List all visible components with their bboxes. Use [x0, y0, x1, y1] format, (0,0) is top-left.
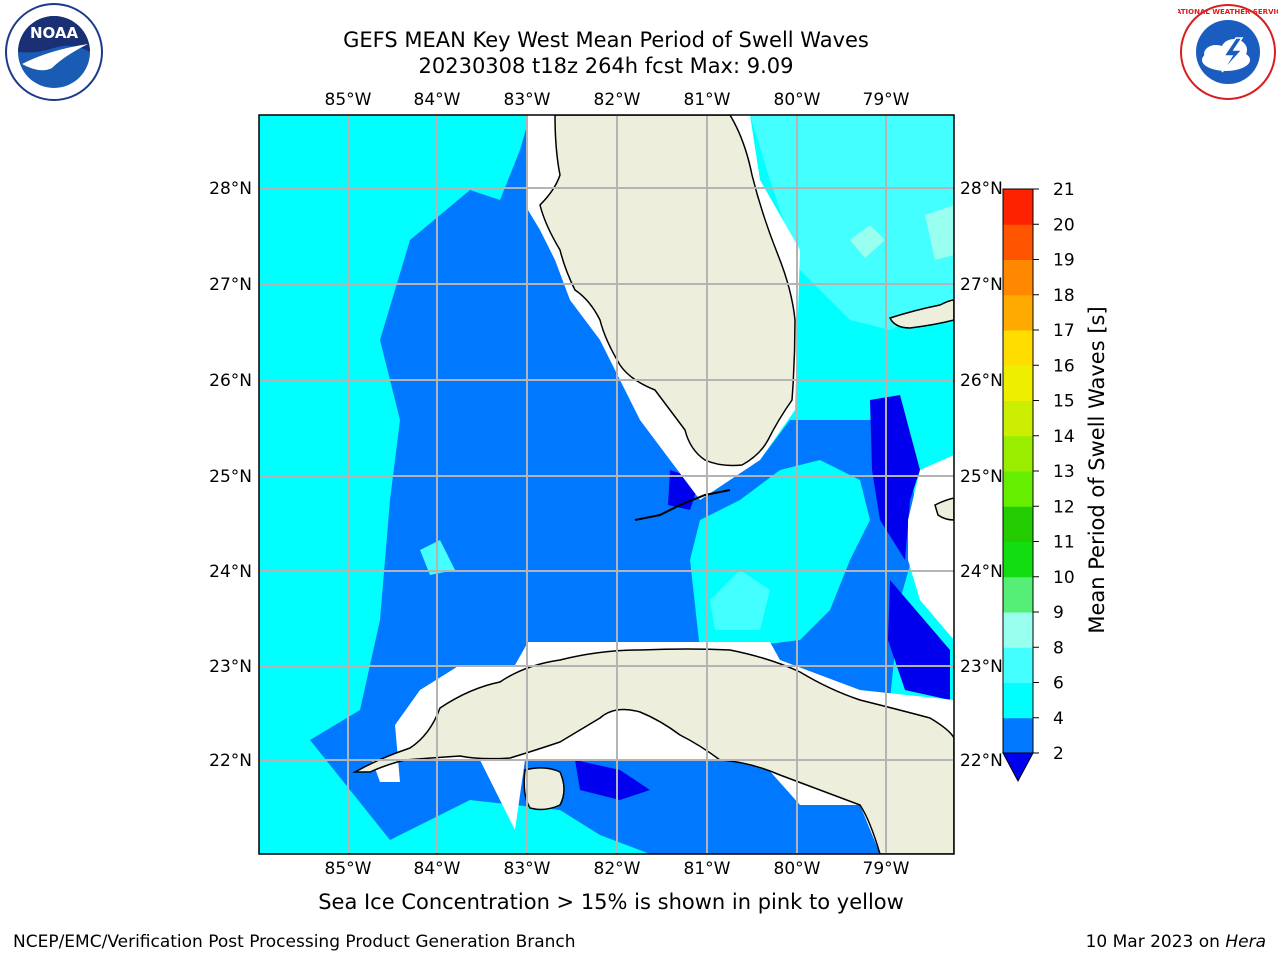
- footer-machine: Hera: [1225, 932, 1266, 952]
- colorbar-swatch: [1003, 189, 1033, 225]
- lat-tick-label: 26°N: [960, 371, 1003, 391]
- swell-region-8-9s: [925, 205, 954, 260]
- lat-tick-label: 28°N: [209, 179, 252, 199]
- colorbar-swatch: [1003, 541, 1033, 578]
- lon-tick-label: 83°W: [504, 90, 551, 110]
- colorbar-tick-label: 4: [1053, 709, 1064, 729]
- lat-tick-label: 25°N: [960, 467, 1003, 487]
- lat-tick-label: 24°N: [209, 562, 252, 582]
- lat-tick-label: 27°N: [209, 275, 252, 295]
- colorbar-tick-label: 21: [1053, 180, 1075, 200]
- colorbar-swatch: [1003, 471, 1033, 507]
- colorbar-tick-label: 20: [1053, 215, 1075, 235]
- colorbar-tick-label: 19: [1053, 251, 1075, 271]
- lat-tick-label: 23°N: [960, 657, 1003, 677]
- florida-landmass: [539, 115, 796, 467]
- lon-tick-label: 81°W: [684, 90, 731, 110]
- colorbar-tick-label: 10: [1053, 568, 1075, 588]
- lat-ticks-left: 28°N 27°N 26°N 25°N 24°N 23°N 22°N: [209, 179, 252, 771]
- lon-tick-label: 79°W: [863, 859, 910, 879]
- lat-tick-label: 22°N: [209, 751, 252, 771]
- colorbar-tick-label: 16: [1053, 356, 1075, 376]
- footer-credit: NCEP/EMC/Verification Post Processing Pr…: [13, 932, 576, 952]
- lon-tick-label: 82°W: [594, 859, 641, 879]
- lat-tick-label: 26°N: [209, 371, 252, 391]
- colorbar-swatch: [1003, 682, 1033, 719]
- lat-tick-label: 25°N: [209, 467, 252, 487]
- lat-tick-label: 22°N: [960, 751, 1003, 771]
- graticule-grid: [259, 115, 954, 854]
- lat-ticks-right: 28°N 27°N 26°N 25°N 24°N 23°N 22°N: [960, 179, 1003, 771]
- swell-region-6-8s: [710, 570, 770, 630]
- lon-tick-label: 84°W: [414, 90, 461, 110]
- colorbar-swatch: [1003, 576, 1033, 613]
- lon-tick-label: 85°W: [325, 859, 372, 879]
- lon-tick-label: 79°W: [863, 90, 910, 110]
- colorbar-swatch: [1003, 506, 1033, 542]
- swell-region-below-2s: [870, 395, 920, 560]
- swell-region-below-2s: [888, 580, 950, 700]
- lat-tick-label: 24°N: [960, 562, 1003, 582]
- colorbar-tick-label: 8: [1053, 638, 1064, 658]
- isle-of-youth-landmass: [523, 767, 565, 811]
- colorbar-tick-label: 9: [1053, 603, 1064, 623]
- lon-tick-label: 84°W: [414, 859, 461, 879]
- colorbar-under-arrow: [1002, 752, 1034, 783]
- colorbar-swatch: [1003, 365, 1033, 401]
- swell-region-below-2s: [575, 760, 650, 800]
- colorbar-tick-label: 14: [1053, 427, 1075, 447]
- colorbar-swatch: [1003, 647, 1033, 683]
- noaa-logo-text: NOAA: [30, 24, 79, 42]
- colorbar-swatch: [1003, 400, 1033, 437]
- swell-region-6-8s: [750, 115, 954, 330]
- colorbar-tick-label: 15: [1053, 392, 1075, 412]
- lon-tick-label: 80°W: [774, 90, 821, 110]
- colorbar-swatch: [1003, 612, 1033, 648]
- lat-tick-label: 23°N: [209, 657, 252, 677]
- swell-region-8-9s: [850, 225, 885, 258]
- colorbar-swatch: [1003, 717, 1033, 754]
- lon-tick-label: 85°W: [325, 90, 372, 110]
- lat-tick-label: 28°N: [960, 179, 1003, 199]
- colorbar-swatch: [1003, 224, 1033, 260]
- noaa-logo-icon: NOAA: [5, 3, 103, 101]
- nws-logo-icon: NATIONAL WEATHER SERVICE: [1178, 4, 1278, 100]
- map-frame: [258, 114, 955, 855]
- nws-logo-text: NATIONAL WEATHER SERVICE: [1178, 8, 1278, 16]
- colorbar-tick-label: 18: [1053, 286, 1075, 306]
- lon-ticks-bottom: 85°W 84°W 83°W 82°W 81°W 80°W 79°W: [325, 859, 910, 879]
- chart-title: GEFS MEAN Key West Mean Period of Swell …: [343, 28, 869, 52]
- lat-tick-label: 27°N: [960, 275, 1003, 295]
- lon-tick-label: 81°W: [684, 859, 731, 879]
- colorbar: 2 4 6 8 9 10 11 12 13 14 15 16 17 18 19 20 21: [1002, 180, 1075, 783]
- colorbar-swatch: [1003, 330, 1033, 366]
- colorbar-tick-label: 2: [1053, 744, 1064, 764]
- colorbar-tick-label: 13: [1053, 462, 1075, 482]
- colorbar-tick-label: 11: [1053, 533, 1075, 553]
- colorbar-swatch: [1003, 435, 1033, 472]
- colorbar-swatch: [1003, 259, 1033, 296]
- footer-date: 10 Mar 2023 on Hera: [1085, 932, 1266, 952]
- colorbar-tick-label: 6: [1053, 674, 1064, 694]
- sea-ice-note: Sea Ice Concentration > 15% is shown in …: [318, 890, 904, 914]
- lon-tick-label: 82°W: [594, 90, 641, 110]
- colorbar-tick-label: 17: [1053, 321, 1075, 341]
- bahamas-island: [934, 497, 954, 521]
- colorbar-swatch: [1003, 294, 1033, 331]
- lon-tick-label: 83°W: [504, 859, 551, 879]
- lon-ticks-top: 85°W 84°W 83°W 82°W 81°W 80°W 79°W: [325, 90, 910, 110]
- chart-subtitle: 20230308 t18z 264h fcst Max: 9.09: [418, 54, 794, 78]
- bahamas-island: [888, 299, 954, 329]
- florida-keys-islands: [634, 489, 731, 521]
- colorbar-tick-label: 12: [1053, 497, 1075, 517]
- lon-tick-label: 80°W: [774, 859, 821, 879]
